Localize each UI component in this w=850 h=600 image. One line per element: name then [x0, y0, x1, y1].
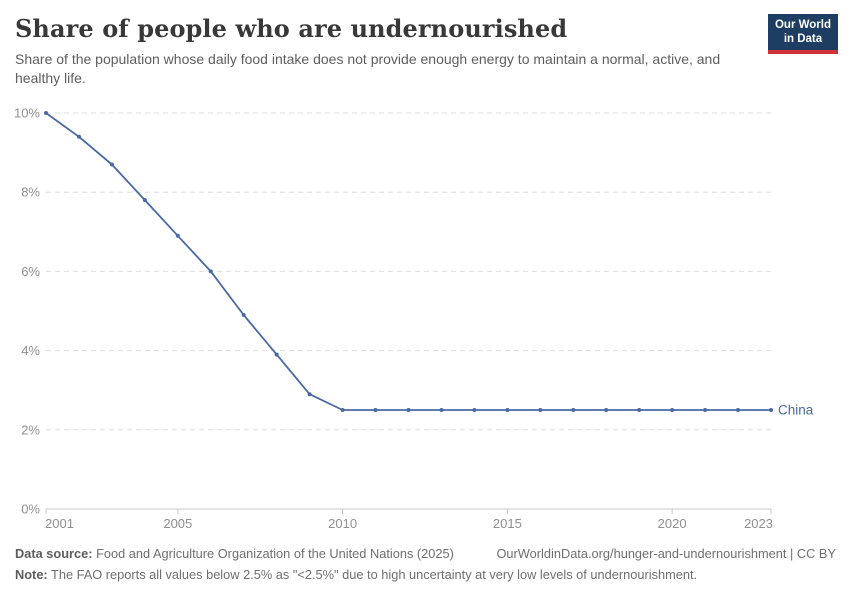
x-axis-label: 2023: [744, 516, 773, 531]
data-point[interactable]: [274, 352, 279, 357]
y-axis-label: 8%: [21, 185, 40, 200]
data-point[interactable]: [736, 408, 740, 412]
data-point[interactable]: [571, 408, 576, 412]
chart-svg: 0% 2% 4% 6% 8% 10% 2001 2005 2010 2015 2020 2023 Chi…: [14, 106, 814, 532]
page-title: Share of people who are undernourished: [15, 14, 568, 43]
data-source-text: Food and Agriculture Organization of the…: [92, 546, 454, 561]
y-axis-label: 2%: [21, 422, 40, 437]
data-point[interactable]: [77, 134, 81, 139]
citation-link[interactable]: OurWorldinData.org/hunger-and-undernouri…: [496, 546, 836, 561]
x-axis-label: 2001: [45, 516, 74, 531]
footer: Data source: Food and Agriculture Organi…: [15, 545, 836, 583]
note: Note: The FAO reports all values below 2…: [15, 566, 697, 583]
owid-logo-line1: Our World: [774, 19, 831, 31]
x-axis-label: 2010: [328, 516, 357, 531]
owid-logo-line2: in Data: [783, 32, 823, 45]
data-point[interactable]: [241, 313, 246, 317]
data-point[interactable]: [670, 408, 675, 412]
x-axis-label: 2005: [163, 516, 192, 531]
y-axis-label: 6%: [21, 264, 40, 279]
data-point[interactable]: [472, 408, 477, 412]
data-point[interactable]: [340, 408, 345, 412]
y-axis-label: 10%: [14, 106, 40, 121]
chart-header: Share of people who are undernourished S…: [15, 14, 755, 87]
data-point[interactable]: [175, 233, 180, 238]
series-line-china[interactable]: [45, 112, 772, 411]
note-label: Note:: [15, 567, 48, 582]
data-point[interactable]: [307, 392, 312, 397]
data-point[interactable]: [208, 269, 213, 274]
chart-subtitle: Share of the population whose daily food…: [15, 51, 721, 86]
data-point[interactable]: [142, 198, 147, 203]
data-point[interactable]: [109, 162, 114, 167]
x-axis-label: 2020: [658, 516, 687, 531]
data-point[interactable]: [637, 408, 642, 412]
data-point[interactable]: [44, 111, 48, 115]
data-point[interactable]: [604, 408, 609, 412]
note-text: The FAO reports all values below 2.5% as…: [47, 567, 698, 582]
data-source: Data source: Food and Agriculture Organi…: [15, 545, 454, 562]
data-point[interactable]: [406, 408, 411, 412]
series-label[interactable]: China: [778, 403, 814, 418]
data-point[interactable]: [373, 408, 378, 412]
data-point[interactable]: [439, 408, 444, 412]
chart-area: 0% 2% 4% 6% 8% 10% 2001 2005 2010 2015 2020 2023 Chi…: [0, 95, 850, 550]
data-point[interactable]: [538, 408, 543, 412]
x-axis-label: 2015: [493, 516, 522, 531]
data-source-label: Data source:: [15, 546, 93, 561]
owid-logo[interactable]: Our World in Data: [767, 14, 838, 54]
data-point[interactable]: [703, 408, 708, 412]
data-point[interactable]: [769, 408, 773, 412]
y-axis-label: 4%: [21, 343, 40, 358]
y-axis-label: 0%: [21, 502, 40, 517]
data-point[interactable]: [505, 408, 510, 412]
